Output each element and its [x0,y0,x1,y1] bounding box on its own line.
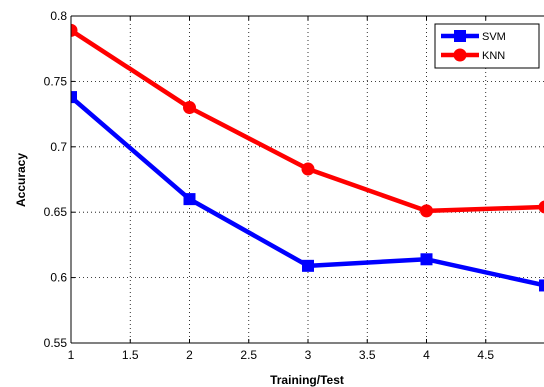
y-tick-label: 0.65 [44,205,68,219]
y-axis-label: Accuracy [14,153,28,207]
x-tick-label: 3.5 [359,348,376,362]
svm-point [539,279,544,292]
svm-legend-label: SVM [482,31,506,43]
knn-point [538,200,544,214]
x-axis-label: Training/Test [270,373,344,387]
knn-point [301,162,315,176]
svm-point [183,193,196,206]
series-layer [71,23,544,292]
y-tick-label: 0.6 [50,271,67,285]
svm-series-line [71,95,544,288]
svm-point [71,91,77,104]
svm-point [420,253,433,266]
x-tick-label: 2 [186,348,193,362]
x-tick-label: 1 [68,348,75,362]
knn-point [420,204,433,218]
x-tick-label: 4.5 [477,348,494,362]
knn-point [71,23,78,37]
knn-legend-marker [453,48,467,62]
y-tick-label: 0.75 [44,74,68,88]
x-tick-label: 4 [423,348,430,362]
x-tick-label: 2.5 [240,348,257,362]
svm-point [302,259,314,272]
x-tick-label: 3 [305,348,312,362]
y-tick-label: 0.8 [50,9,67,23]
knn-legend-label: KNN [482,50,505,62]
x-tick-label: 1.5 [122,348,139,362]
y-tick-label: 0.55 [44,336,68,350]
legend: SVM KNN [434,23,540,69]
y-tick-label: 0.7 [50,140,67,154]
legend-box [434,23,540,69]
knn-point [183,101,196,115]
grid [71,16,544,343]
ticks: 1 1.5 2 2.5 3 3.5 4 4.5 0.55 0.6 0.65 0.7 0.75 0.8 [44,9,495,362]
svm-legend-marker [454,30,466,42]
